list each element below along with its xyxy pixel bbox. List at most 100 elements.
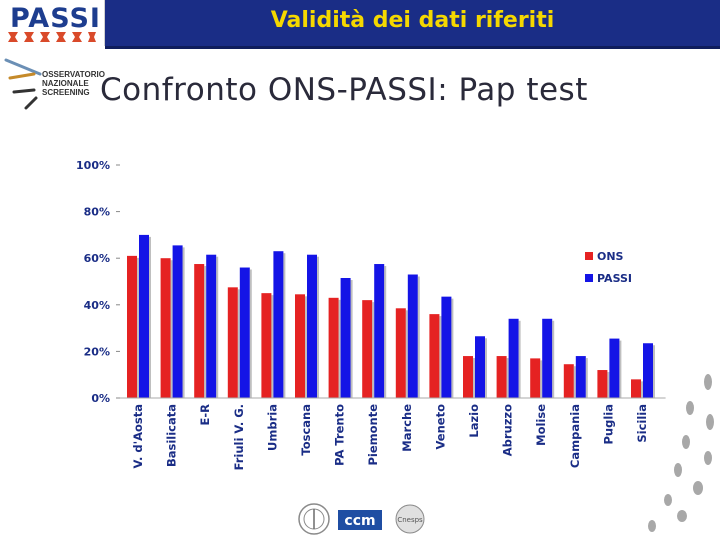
bar-shadow [405,310,408,398]
bar-passi [374,264,385,398]
x-tick-label: Veneto [433,404,447,450]
bar-ons [563,364,574,398]
y-tick-label: 20% [84,345,110,358]
bar-ons [631,379,641,398]
bar-ons [160,258,171,398]
legend-label-passi: PASSI [597,272,632,285]
bar-shadow [607,372,610,398]
ons-logo [4,58,42,110]
bar-shadow [573,366,576,398]
legend-swatch-ons [585,252,593,260]
x-tick-label: E-R [198,404,212,426]
bar-shadow [384,266,387,398]
x-tick-label: Campania [568,404,582,468]
ons-logo-text: OSSERVATORIO NAZIONALE SCREENING [42,70,105,97]
bar-shadow [350,280,353,398]
passi-logo-arrows [8,32,96,42]
bar-ons [261,293,272,398]
bar-shadow [653,345,655,398]
bar-passi [441,296,452,398]
bar-shadow [137,257,139,398]
bar-shadow [317,256,319,398]
y-tick-label: 60% [84,252,110,265]
bar-ons [127,255,137,398]
x-tick-label: Abruzzo [501,404,515,456]
bar-passi [307,254,317,398]
bar-ons [227,287,238,398]
x-tick-label: Marche [400,404,414,452]
bar-chart: 0% 20% 40% 60% 80% 100% V. d'Aosta Basilicata E-… [76,159,666,470]
bar-passi [643,343,653,398]
y-tick-label: 0% [91,392,110,405]
bar-passi [508,318,519,398]
bar-shadow [506,358,509,398]
bar-shadow [451,298,454,398]
bar-shadow [485,338,487,398]
cnesps-logo: Cnesps [395,504,425,534]
page-title: Validità dei dati riferiti [270,8,555,33]
footprints-decoration [648,374,714,532]
y-tick-label: 40% [84,299,110,312]
cnesps-logo-text: Cnesps [397,516,423,524]
bar-passi [542,318,553,398]
bar-ons [463,356,473,398]
x-tick-label: Umbria [265,404,279,451]
bar-shadow [619,340,622,398]
bar-passi [340,278,351,398]
bar-shadow [338,299,341,398]
x-tick-label: Piemonte [366,404,380,466]
title-bar: Validità dei dati riferiti [105,0,720,49]
x-tick-label: PA Trento [333,404,347,466]
bar-passi [475,336,485,398]
bar-passi [206,254,217,398]
legend-label-ons: ONS [597,250,624,263]
ccm-logo-text: ccm [344,513,375,529]
bar-shadow [271,295,274,398]
bar-shadow [552,320,555,398]
bar-shadow [237,289,240,398]
x-tick-label: Toscana [299,404,313,456]
bar-shadow [417,276,420,398]
bar-ons [530,358,541,398]
bar-shadow [439,316,442,398]
top-bar: PASSI Validità dei dati riferiti [0,0,720,49]
x-tick-label: Puglia [601,404,615,445]
bar-passi [172,245,183,398]
bar-ons [362,300,373,398]
bar-shadow [305,296,307,398]
chart-subtitle: Confronto ONS-PASSI: Pap test [100,72,588,108]
legend-swatch-passi [585,274,593,282]
x-tick-label: Molise [534,404,548,446]
bar-shadow [518,320,521,398]
bar-shadow [540,360,543,398]
bar-shadow [585,358,588,398]
bottom-logos: ccm Cnesps [298,503,425,535]
bar-shadow [641,381,643,398]
x-tick-label: Lazio [467,404,481,438]
ccm-logo: ccm [338,510,382,530]
ministry-emblem [298,503,330,535]
bar-shadow [249,269,252,398]
bar-passi [139,234,149,398]
bar-shadow [149,236,151,398]
bar-ons [194,264,205,398]
x-tick-label: Sicilia [635,404,649,443]
y-tick-label: 80% [84,206,110,219]
plot-area: 0% 20% 40% 60% 80% 100% V. d'Aosta Basilicata E-… [76,159,666,470]
x-tick-label: Basilicata [165,404,179,467]
bar-shadow [283,253,286,398]
x-tick-label: Friuli V. G. [232,404,246,470]
bar-shadow [204,266,207,398]
bar-ons [597,370,608,398]
bar-passi [273,251,284,398]
bar-shadow [182,247,185,398]
bar-ons [496,356,507,398]
bar-shadow [170,260,173,398]
bar-shadow [372,302,375,398]
passi-logo: PASSI [0,0,105,46]
bar-ons [395,308,406,398]
bar-passi [239,267,250,398]
bar-passi [575,356,586,398]
passi-logo-text: PASSI [10,3,101,34]
bar-ons [295,294,305,398]
